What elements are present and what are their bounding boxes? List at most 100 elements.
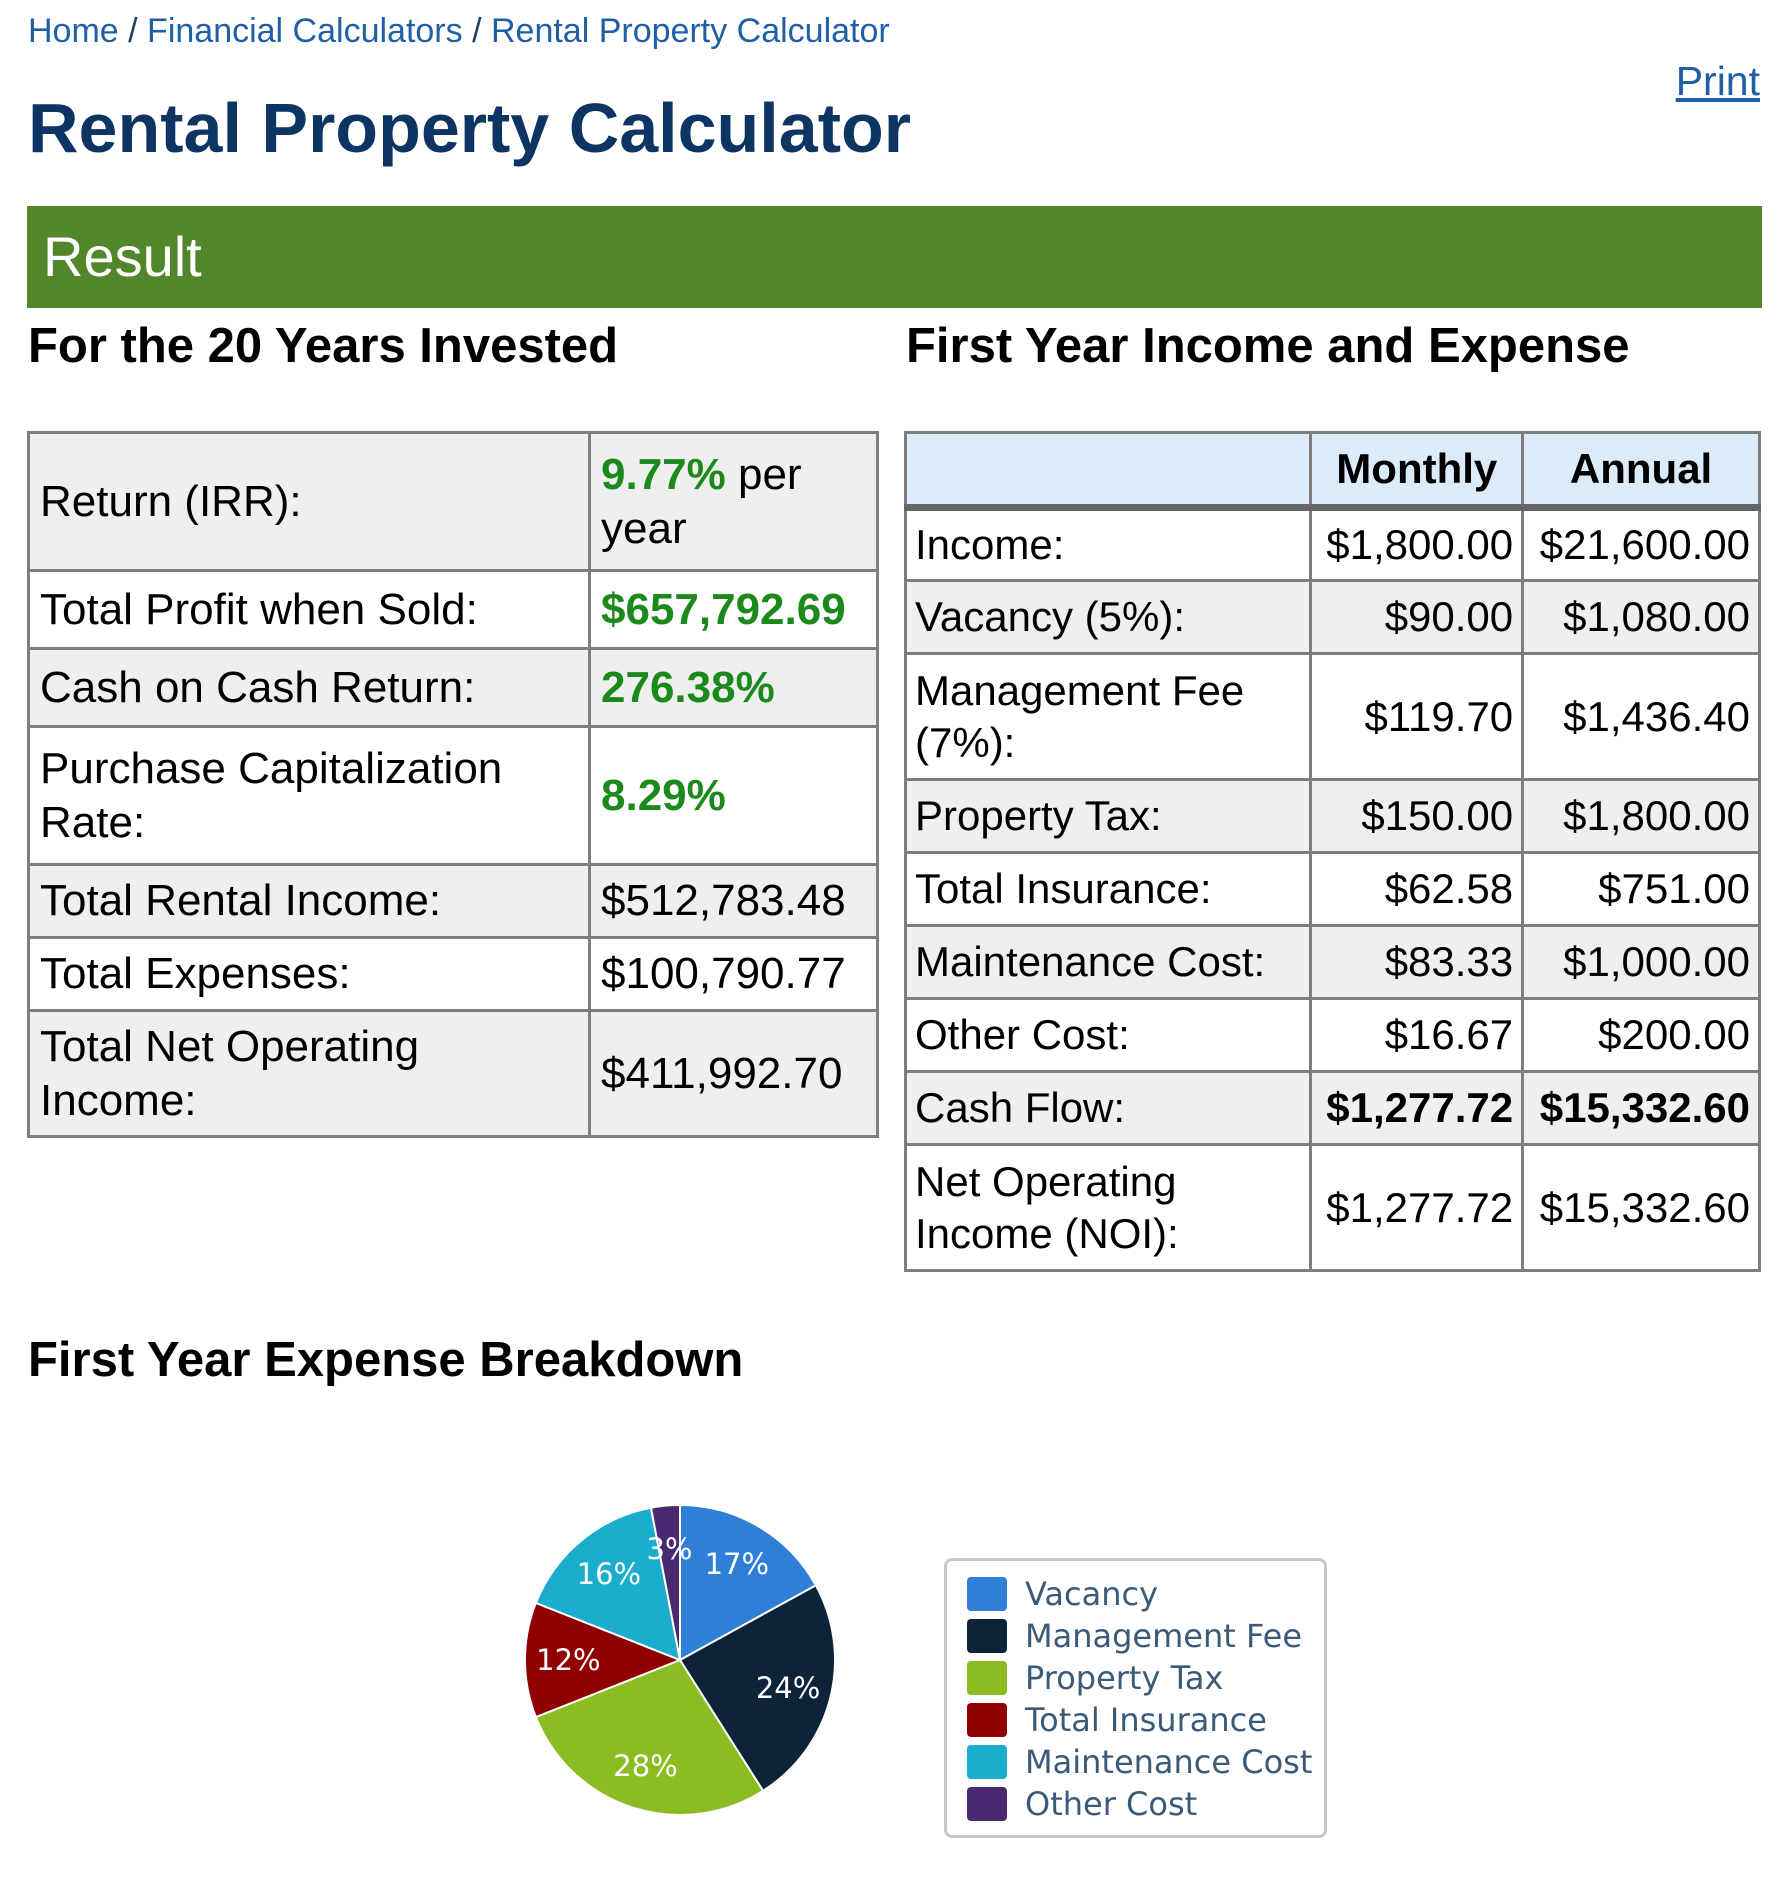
table-row: Property Tax: $150.00 $1,800.00 [903,778,1761,854]
legend-label: Maintenance Cost [1025,1743,1313,1781]
irr-cell: 9.77% per year [588,431,879,572]
profit-value: $657,792.69 [588,569,879,650]
legend-item[interactable]: Property Tax [967,1657,1324,1699]
row-monthly: $62.58 [1309,851,1525,927]
cap-rate-value: 8.29% [588,725,879,866]
row-annual: $15,332.60 [1521,1143,1761,1272]
legend-label: Total Insurance [1025,1701,1267,1739]
legend-swatch [967,1577,1007,1611]
breadcrumb-separator: / [118,12,148,50]
cap-rate-label: Purchase Capitalization Rate: [27,725,591,866]
irr-value: 9.77% [601,449,726,499]
table-row: Total Net Operating Income: $411,992.70 [27,1009,879,1138]
row-monthly: $1,277.72 [1309,1143,1525,1272]
header-annual: Annual [1521,431,1761,511]
coc-label: Cash on Cash Return: [27,647,591,728]
table-row: Total Expenses: $100,790.77 [27,936,879,1012]
pie-label: 24% [756,1671,820,1705]
row-label: Other Cost: [903,997,1313,1073]
legend-label: Property Tax [1025,1659,1224,1697]
legend-swatch [967,1703,1007,1737]
table-row: Maintenance Cost: $83.33 $1,000.00 [903,924,1761,1000]
pie-slice-other-cost[interactable] [649,1503,681,1661]
expense-pie-chart: 17% 24% 28% 12% 16%3% [524,1503,836,1816]
expenses-value: $100,790.77 [588,936,879,1012]
rental-income-label: Total Rental Income: [27,863,591,939]
breadcrumb-home-link[interactable]: Home [28,12,119,50]
row-monthly: $83.33 [1309,924,1525,1000]
legend-label: Vacancy [1025,1575,1159,1613]
row-monthly: $119.70 [1309,652,1525,781]
irr-suffix: per year [601,449,802,553]
row-annual: $1,800.00 [1521,778,1761,854]
legend-item[interactable]: Total Insurance [967,1699,1324,1741]
row-label: Income: [903,506,1313,582]
pie-slice-management-fee[interactable] [678,1583,836,1793]
table-row: Cash on Cash Return: 276.38% [27,647,879,728]
row-annual: $1,080.00 [1521,579,1761,655]
legend-label: Other Cost [1025,1785,1198,1823]
row-label: Cash Flow: [903,1070,1313,1146]
chart-legend: Vacancy Management Fee Property Tax Total I… [944,1558,1327,1838]
summary-heading: For the 20 Years Invested [28,319,619,373]
breadcrumb-current-link[interactable]: Rental Property Calculator [490,12,890,50]
profit-label: Total Profit when Sold: [27,569,591,650]
legend-item[interactable]: Other Cost [967,1783,1324,1825]
legend-swatch [967,1619,1007,1653]
pie-label: 12% [536,1643,600,1677]
row-monthly: $16.67 [1309,997,1525,1073]
breadcrumb: Home / Financial Calculators / Rental Pr… [28,12,890,51]
rental-income-value: $512,783.48 [588,863,879,939]
breadcrumb-financial-link[interactable]: Financial Calculators [147,12,463,50]
row-monthly: $90.00 [1309,579,1525,655]
irr-label: Return (IRR): [27,431,591,572]
row-annual: $1,000.00 [1521,924,1761,1000]
row-label: Total Insurance: [903,851,1313,927]
row-monthly: $1,277.72 [1309,1070,1525,1146]
row-annual: $1,436.40 [1521,652,1761,781]
pie-label: 16% [577,1557,641,1591]
legend-label: Management Fee [1025,1617,1302,1655]
row-monthly: $150.00 [1309,778,1525,854]
row-label: Net Operating Income (NOI): [903,1143,1313,1272]
table-header-row: Monthly Annual [903,431,1761,511]
coc-value: 276.38% [588,647,879,728]
table-row: Net Operating Income (NOI): $1,277.72 $1… [903,1143,1761,1272]
pie-slice-maintenance-cost[interactable] [534,1506,682,1662]
legend-item[interactable]: Maintenance Cost [967,1741,1324,1783]
row-annual: $751.00 [1521,851,1761,927]
pie-slice-vacancy[interactable] [679,1503,818,1662]
first-year-heading: First Year Income and Expense [906,319,1630,373]
legend-item[interactable]: Management Fee [967,1615,1324,1657]
table-row: Management Fee (7%): $119.70 $1,436.40 [903,652,1761,781]
breadcrumb-separator: / [462,12,491,50]
table-row: Total Rental Income: $512,783.48 [27,863,879,939]
pie-slice-property-tax[interactable] [534,1658,765,1816]
pie-label: 28% [613,1749,677,1783]
pie-label: 3% [646,1532,692,1566]
row-label: Property Tax: [903,778,1313,854]
table-row: Vacancy (5%): $90.00 $1,080.00 [903,579,1761,655]
legend-swatch [967,1787,1007,1821]
row-annual: $200.00 [1521,997,1761,1073]
pie-slice-total-insurance[interactable] [524,1601,683,1719]
header-monthly: Monthly [1309,431,1525,511]
summary-table: Return (IRR): 9.77% per year Total Profi… [27,431,879,1138]
header-blank-cell [903,431,1313,511]
noi-value: $411,992.70 [588,1009,879,1138]
print-link[interactable]: Print [1675,58,1760,104]
table-row: Other Cost: $16.67 $200.00 [903,997,1761,1073]
legend-item[interactable]: Vacancy [967,1573,1324,1615]
row-annual: $21,600.00 [1521,506,1761,582]
table-row: Total Profit when Sold: $657,792.69 [27,569,879,650]
income-expense-table: Monthly Annual Income: $1,800.00 $21,600… [903,431,1761,1272]
table-row: Purchase Capitalization Rate: 8.29% [27,725,879,866]
row-label: Maintenance Cost: [903,924,1313,1000]
row-annual: $15,332.60 [1521,1070,1761,1146]
result-header-bar: Result [27,206,1762,308]
page-title: Rental Property Calculator [28,89,911,167]
row-label: Management Fee (7%): [903,652,1313,781]
noi-label: Total Net Operating Income: [27,1009,591,1138]
table-row: Total Insurance: $62.58 $751.00 [903,851,1761,927]
legend-swatch [967,1661,1007,1695]
